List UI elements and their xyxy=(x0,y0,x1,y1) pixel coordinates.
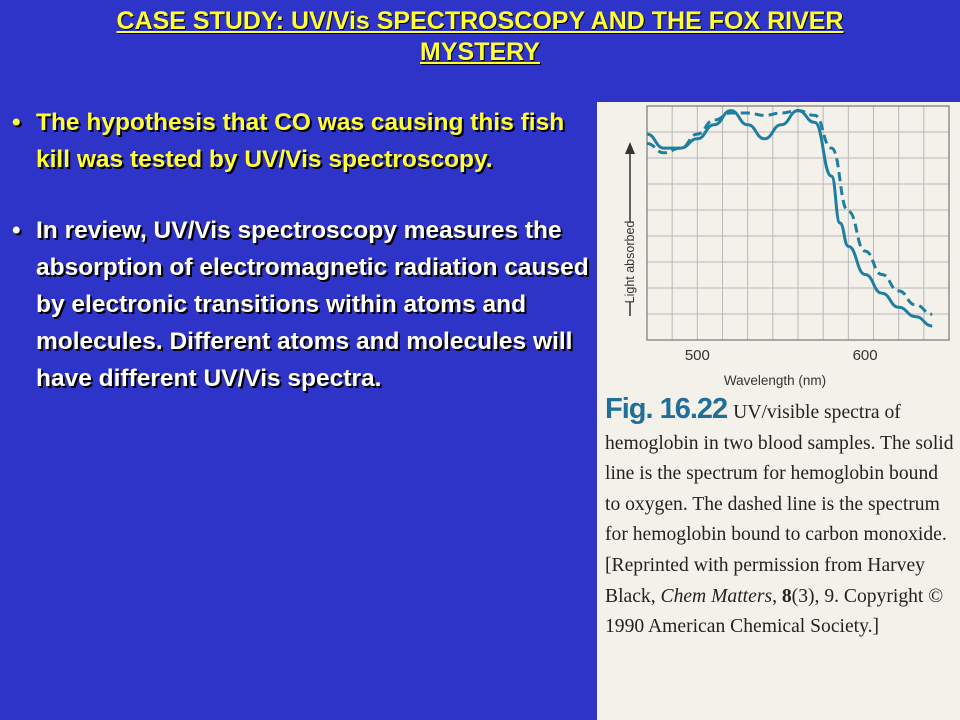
spectrum-chart: Light absorbed 500 600 Wavelength (nm) xyxy=(623,105,950,388)
caption-lead: UV/visible spectra of hemoglobin in two … xyxy=(605,402,954,607)
chart-series xyxy=(646,109,933,328)
slide-title: CASE STUDY: UV/Vis SPECTROSCOPY AND THE … xyxy=(0,6,960,68)
plot-border xyxy=(646,105,950,341)
x-axis-label: Wavelength (nm) xyxy=(724,373,826,388)
title-line-2: MYSTERY xyxy=(420,38,540,66)
caption-tail: (3), 9. Copyright © 1990 American Chemic… xyxy=(605,585,944,638)
bullet-text: In review, UV/Vis spectroscopy measures … xyxy=(36,217,589,392)
bullet-item: • The hypothesis that CO was causing thi… xyxy=(12,104,597,178)
caption-comma: , xyxy=(772,585,782,607)
x-tick-label: 600 xyxy=(853,347,878,364)
bullet-dot-icon: • xyxy=(12,217,21,244)
bullet-item: • In review, UV/Vis spectroscopy measure… xyxy=(12,212,597,397)
caption-journal: Chem Matters xyxy=(660,585,773,607)
caption-volume: 8 xyxy=(781,585,792,607)
series-line-solid xyxy=(646,109,933,328)
bullet-list: • The hypothesis that CO was causing thi… xyxy=(12,104,597,431)
figure-label: Fig. 16.22 xyxy=(605,393,728,425)
y-axis-label: Light absorbed xyxy=(623,221,637,304)
x-tick-labels: 500 600 xyxy=(685,347,878,364)
figure-caption: Fig. 16.22 UV/visible spectra of hemoglob… xyxy=(605,394,955,643)
series-line-dashed xyxy=(646,109,933,316)
bullet-text: The hypothesis that CO was causing this … xyxy=(36,109,565,173)
x-tick-label: 500 xyxy=(685,347,710,364)
title-line-1: CASE STUDY: UV/Vis SPECTROSCOPY AND THE … xyxy=(116,7,844,35)
chart-grid xyxy=(646,105,950,341)
bullet-dot-icon: • xyxy=(12,109,21,136)
figure-panel: Light absorbed 500 600 Wavelength (nm) Fi… xyxy=(597,102,960,720)
y-axis-arrow-icon xyxy=(625,142,635,316)
